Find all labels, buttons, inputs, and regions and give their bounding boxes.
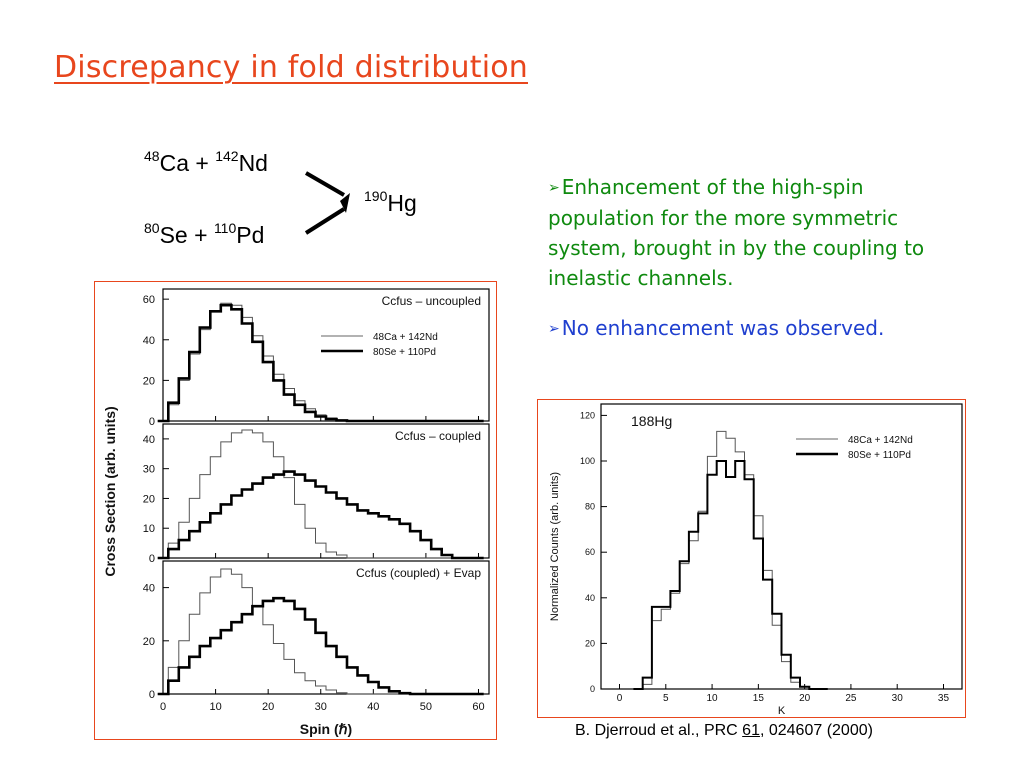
legend-thin-label: 48Ca + 142Nd (373, 332, 438, 343)
panel-label: Ccfus – uncoupled (382, 294, 481, 308)
x-tick-label: 20 (262, 701, 274, 713)
bullet-list: ➢ Enhancement of the high-spin population… (548, 172, 968, 344)
x-tick-label: 0 (617, 693, 623, 704)
citation: B. Djerroud et al., PRC 61, 024607 (2000… (575, 722, 873, 740)
y-tick-label: 100 (580, 456, 595, 466)
series-thick (633, 460, 828, 690)
reaction-product: 190Hg (364, 188, 417, 217)
y-tick-label: 40 (143, 583, 155, 595)
x-tick-label: 10 (209, 701, 221, 713)
se-element: Se (159, 222, 188, 248)
figure-right: 0 20 40 60 80 100 120 0 5 10 15 20 25 30 35 188Hg 48Ca +… (537, 399, 966, 718)
citation-volume: 61 (742, 722, 760, 739)
bullet-text: No enhancement was observed. (561, 316, 885, 340)
legend-thin-label: 48Ca + 142Nd (848, 435, 913, 446)
arrow-head (340, 193, 350, 213)
hg-mass: 190 (364, 188, 388, 204)
pd-element: Pd (236, 222, 265, 248)
x-axis-label: Spin (ℏ) (300, 721, 352, 737)
y-tick-label: 60 (143, 294, 155, 306)
y-tick-label: 10 (143, 523, 155, 535)
panel-frame (162, 288, 490, 422)
se-mass: 80 (144, 220, 160, 236)
y-tick-label: 0 (590, 684, 595, 694)
plus-sign: + (195, 150, 209, 176)
reaction-arrows (304, 171, 350, 235)
reaction-se-pd: 80Se + 110Pd (144, 220, 265, 249)
citation-authors: B. Djerroud et al., PRC (575, 722, 743, 739)
y-tick-label: 20 (585, 638, 595, 648)
plus-sign: + (194, 222, 208, 248)
x-tick-label: 20 (799, 693, 811, 704)
panel-label: Ccfus (coupled) + Evap (356, 566, 481, 580)
series-thin (633, 430, 828, 690)
spin-distribution-chart: 0 20 40 60 Ccfus – uncoupled 48Ca + 142Nd 80Se… (102, 288, 490, 737)
x-tick-label: 60 (472, 701, 484, 713)
bullet-enhancement: ➢ Enhancement of the high-spin population… (548, 172, 968, 293)
x-axis-label: K (778, 705, 786, 717)
series-thick (157, 596, 484, 696)
y-tick-label: 120 (580, 410, 595, 420)
y-axis-label: Cross Section (arb. units) (102, 406, 118, 576)
x-tick-label: 30 (315, 701, 327, 713)
y-tick-label: 60 (585, 547, 595, 557)
x-tick-label: 10 (707, 693, 719, 704)
y-tick-label: 20 (143, 375, 155, 387)
y-tick-label: 40 (143, 434, 155, 446)
nd-element: Nd (238, 150, 268, 176)
y-tick-label: 40 (585, 593, 595, 603)
x-tick-label: 0 (160, 701, 166, 713)
legend-thick-label: 80Se + 110Pd (373, 347, 436, 358)
ca-mass: 48 (144, 148, 160, 164)
series-thin (157, 568, 484, 695)
y-tick-label: 0 (149, 553, 155, 565)
chart-title: 188Hg (631, 413, 672, 429)
slide-title: Discrepancy in fold distribution (54, 50, 528, 85)
hg-element: Hg (387, 190, 417, 216)
citation-pages: , 024607 (2000) (759, 722, 873, 739)
bullet-arrow-icon: ➢ (548, 321, 560, 337)
series-thin (157, 429, 484, 559)
x-tick-label: 5 (663, 693, 669, 704)
y-axis-label: Normalized Counts (arb. units) (549, 472, 561, 621)
legend-thick-label: 80Se + 110Pd (848, 450, 911, 461)
bullet-text: Enhancement of the high-spin population … (548, 175, 925, 290)
x-tick-label: 25 (845, 693, 857, 704)
x-tick-label: 35 (938, 693, 950, 704)
nd-mass: 142 (215, 148, 239, 164)
y-tick-label: 30 (143, 464, 155, 476)
series-thick (157, 470, 484, 560)
x-tick-label: 50 (420, 701, 432, 713)
series-thin (157, 302, 484, 422)
arrow-upper (304, 171, 346, 197)
k-distribution-chart: 0 20 40 60 80 100 120 0 5 10 15 20 25 30 35 188Hg 48Ca +… (549, 403, 963, 717)
bullet-no-enhancement: ➢ No enhancement was observed. (548, 313, 968, 344)
panel-frame (162, 560, 490, 695)
series-thick (157, 303, 484, 423)
y-tick-label: 40 (143, 335, 155, 347)
panel-label: Ccfus – coupled (395, 429, 481, 443)
pd-mass: 110 (213, 220, 237, 236)
y-tick-label: 0 (149, 416, 155, 428)
x-tick-label: 30 (892, 693, 904, 704)
arrow-lower (304, 207, 346, 235)
y-tick-label: 0 (149, 689, 155, 701)
x-tick-label: 40 (367, 701, 379, 713)
y-tick-label: 20 (143, 636, 155, 648)
y-tick-label: 20 (143, 493, 155, 505)
x-tick-label: 15 (753, 693, 765, 704)
figure-left: 0 20 40 60 Ccfus – uncoupled 48Ca + 142Nd 80Se… (94, 281, 497, 740)
panel-frame (162, 423, 490, 559)
reaction-ca-nd: 48Ca + 142Nd (144, 148, 268, 177)
y-tick-label: 80 (585, 502, 595, 512)
bullet-arrow-icon: ➢ (548, 180, 560, 196)
ca-element: Ca (159, 150, 189, 176)
